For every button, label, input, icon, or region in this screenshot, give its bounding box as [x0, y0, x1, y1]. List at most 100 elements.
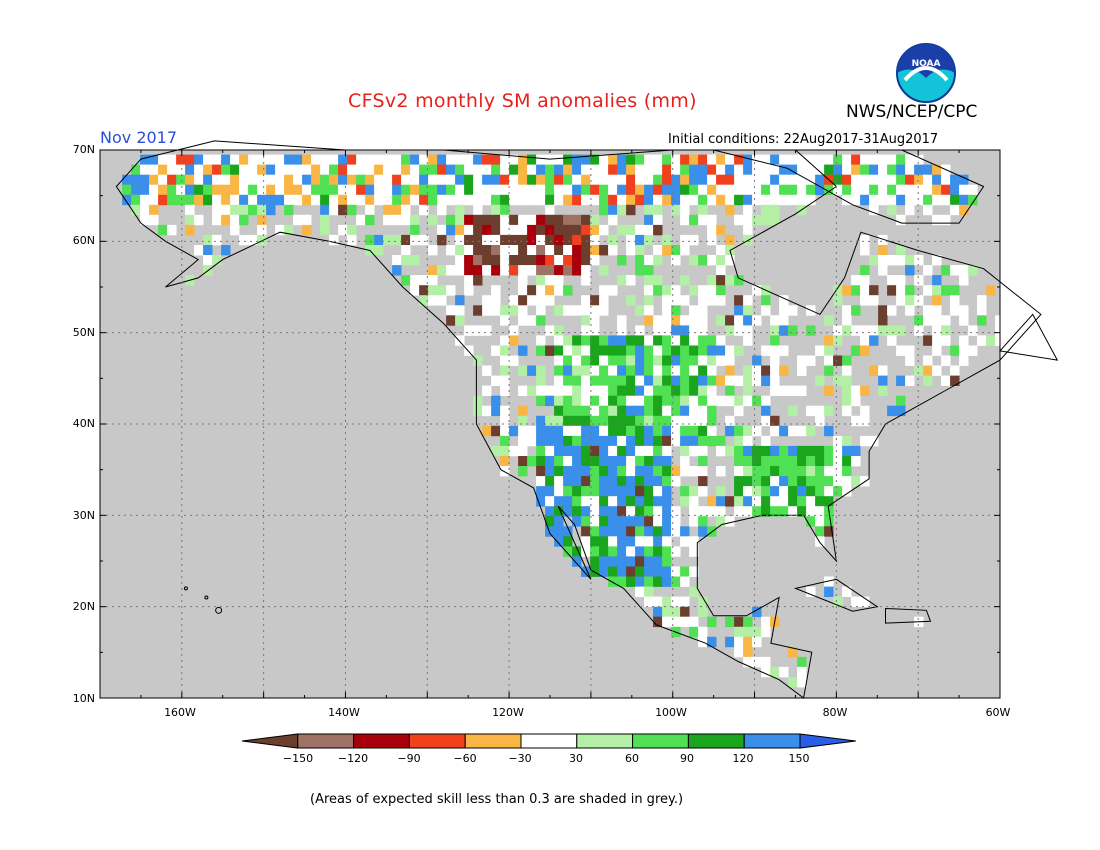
anomaly-cell: [689, 365, 699, 376]
anomaly-cell: [482, 164, 492, 175]
anomaly-cell: [311, 174, 321, 186]
anomaly-cell: [563, 255, 573, 266]
anomaly-cell: [572, 395, 582, 407]
anomaly-cell: [590, 405, 600, 417]
anomaly-cell: [563, 445, 573, 457]
anomaly-cell: [644, 265, 654, 276]
anomaly-cell: [455, 245, 465, 256]
anomaly-cell: [527, 174, 537, 186]
anomaly-cell: [743, 305, 753, 316]
anomaly-cell: [491, 184, 501, 196]
anomaly-cell: [653, 526, 663, 537]
anomaly-cell: [797, 385, 807, 396]
anomaly-cell: [743, 616, 753, 628]
anomaly-cell: [779, 305, 789, 316]
anomaly-cell: [806, 164, 816, 175]
anomaly-cell: [797, 466, 807, 477]
anomaly-cell: [365, 214, 375, 226]
anomaly-cell: [176, 184, 186, 196]
anomaly-cell: [725, 496, 735, 507]
anomaly-cell: [599, 154, 609, 165]
anomaly-cell: [464, 164, 474, 175]
anomaly-cell: [779, 486, 789, 497]
anomaly-cell: [140, 184, 150, 196]
anomaly-cell: [311, 154, 321, 165]
anomaly-cell: [923, 164, 933, 175]
anomaly-cell: [590, 415, 600, 427]
anomaly-cell: [662, 295, 672, 306]
anomaly-cell: [680, 174, 690, 186]
anomaly-cell: [518, 174, 528, 186]
anomaly-cell: [581, 425, 591, 437]
anomaly-cell: [653, 164, 663, 175]
anomaly-cell: [671, 345, 681, 356]
anomaly-cell: [653, 576, 663, 587]
anomaly-cell: [581, 325, 591, 336]
anomaly-cell: [833, 285, 843, 296]
anomaly-cell: [950, 285, 960, 296]
anomaly-cell: [590, 194, 600, 206]
anomaly-cell: [959, 305, 969, 316]
anomaly-cell: [878, 365, 888, 376]
anomaly-cell: [905, 184, 915, 196]
anomaly-cell: [770, 365, 780, 376]
anomaly-cell: [527, 425, 537, 437]
anomaly-cell: [527, 265, 537, 276]
anomaly-cell: [725, 315, 735, 326]
anomaly-cell: [221, 154, 231, 165]
anomaly-cell: [248, 184, 258, 196]
anomaly-cell: [788, 425, 798, 437]
anomaly-cell: [203, 184, 213, 196]
anomaly-cell: [923, 375, 933, 386]
anomaly-cell: [770, 666, 780, 678]
anomaly-cell: [743, 164, 753, 175]
anomaly-cell: [212, 174, 222, 186]
anomaly-cell: [833, 325, 843, 336]
anomaly-cell: [545, 224, 555, 236]
anomaly-cell: [716, 275, 726, 286]
anomaly-cell: [221, 164, 231, 175]
anomaly-cell: [590, 486, 600, 497]
anomaly-cell: [140, 164, 150, 175]
anomaly-cell: [626, 445, 636, 457]
anomaly-cell: [554, 184, 564, 196]
anomaly-cell: [806, 586, 816, 597]
anomaly-cell: [518, 305, 528, 316]
anomaly-cell: [545, 154, 555, 165]
anomaly-cell: [554, 325, 564, 336]
anomaly-cell: [662, 576, 672, 587]
anomaly-cell: [590, 476, 600, 487]
anomaly-cell: [536, 164, 546, 175]
anomaly-cell: [275, 184, 285, 196]
anomaly-cell: [698, 626, 708, 638]
lat-label: 10N: [72, 692, 95, 705]
anomaly-cell: [752, 315, 762, 326]
anomaly-cell: [239, 194, 249, 206]
anomaly-cell: [581, 245, 591, 256]
anomaly-cell: [671, 204, 681, 216]
anomaly-cell: [536, 255, 546, 266]
anomaly-cell: [806, 456, 816, 467]
anomaly-cell: [527, 224, 537, 236]
anomaly-cell: [293, 184, 303, 196]
anomaly-cell: [716, 375, 726, 386]
anomaly-cell: [563, 375, 573, 386]
anomaly-cell: [599, 395, 609, 407]
anomaly-cell: [437, 164, 447, 175]
anomaly-cell: [680, 445, 690, 457]
anomaly-cell: [707, 506, 717, 517]
anomaly-cell: [698, 255, 708, 266]
anomaly-cell: [752, 636, 762, 648]
anomaly-cell: [797, 666, 807, 678]
anomaly-cell: [770, 506, 780, 517]
anomaly-cell: [671, 466, 681, 477]
anomaly-cell: [518, 315, 528, 326]
anomaly-cell: [554, 466, 564, 477]
anomaly-cell: [698, 456, 708, 467]
anomaly-cell: [572, 214, 582, 226]
anomaly-cell: [806, 174, 816, 186]
anomaly-cell: [761, 456, 771, 467]
anomaly-cell: [860, 415, 870, 427]
colorbar-segment: [464, 733, 522, 749]
anomaly-cell: [662, 596, 672, 607]
